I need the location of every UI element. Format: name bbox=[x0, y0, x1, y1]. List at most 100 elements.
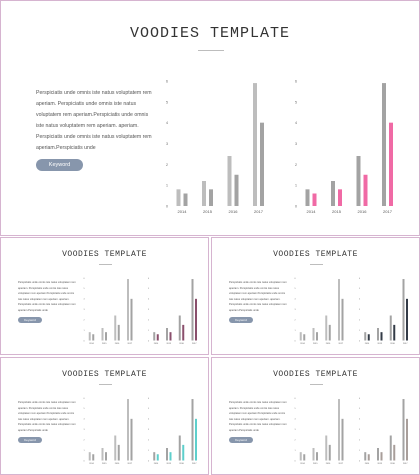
bar-2014-series-1 bbox=[88, 452, 91, 461]
bar-2016-series-1 bbox=[178, 435, 181, 461]
x-tick-label: 2014 bbox=[300, 463, 305, 465]
slide-title: VOODIES TEMPLATE bbox=[129, 25, 291, 42]
bar-chart-2: 0 1 2 3 4 5 6 2014 2015 2016 2017 bbox=[148, 278, 197, 345]
thumbnail-slide-1[interactable]: VOODIES TEMPLATE Perspiciatis unde omnis… bbox=[0, 237, 209, 355]
y-tick-label: 4 bbox=[294, 299, 296, 301]
bar-2015-series-2 bbox=[380, 452, 383, 461]
x-tick-label: 2015 bbox=[378, 463, 383, 465]
x-tick-label: 2016 bbox=[115, 343, 120, 345]
y-tick-label: 2 bbox=[148, 319, 150, 321]
x-tick-label: 2014 bbox=[89, 343, 94, 345]
bar-2017-series-2 bbox=[260, 122, 264, 206]
y-tick-label: 5 bbox=[294, 408, 296, 410]
thumbnail-slide-3[interactable]: VOODIES TEMPLATE Perspiciatis unde omnis… bbox=[0, 357, 209, 475]
y-tick-label: 0 bbox=[83, 460, 85, 462]
bar-charts: 0 1 2 3 4 5 6 2014 2015 2016 2017 0 1 2 3 4 5 6 2014 2015 20… bbox=[294, 278, 408, 345]
x-tick-label: 2016 bbox=[179, 343, 184, 345]
y-tick-label: 0 bbox=[148, 460, 150, 462]
x-tick-label: 2014 bbox=[300, 343, 305, 345]
bar-2016-series-1 bbox=[114, 435, 117, 461]
bar-2014-series-2 bbox=[303, 454, 306, 461]
x-tick-label: 2015 bbox=[313, 463, 318, 465]
keyword-button[interactable]: Keyword bbox=[18, 437, 42, 443]
bar-2016-series-2 bbox=[363, 174, 368, 206]
bar-2014-series-2 bbox=[183, 193, 188, 206]
y-tick-label: 2 bbox=[359, 319, 361, 321]
body-text: Perspiciatis unde omnis iste natus volup… bbox=[36, 90, 152, 151]
y-tick-label: 3 bbox=[359, 309, 361, 311]
bar-2014-series-1 bbox=[299, 452, 302, 461]
y-tick-label: 0 bbox=[83, 340, 85, 342]
x-tick-label: 2017 bbox=[128, 463, 133, 465]
x-tick-label: 2017 bbox=[254, 209, 264, 214]
bar-2016-series-2 bbox=[328, 324, 331, 341]
y-tick-label: 5 bbox=[295, 99, 298, 104]
y-tick-label: 3 bbox=[83, 309, 85, 311]
bar-chart-1: 0 1 2 3 4 5 6 2014 2015 2016 2017 bbox=[83, 398, 132, 465]
y-tick-label: 6 bbox=[295, 79, 298, 84]
y-tick-label: 3 bbox=[294, 429, 296, 431]
bar-2016-series-1 bbox=[227, 156, 232, 206]
y-tick-label: 5 bbox=[83, 408, 85, 410]
bar-chart-1: 0 1 2 3 4 5 6 2014 2015 2016 2017 bbox=[83, 278, 132, 345]
y-tick-label: 2 bbox=[294, 319, 296, 321]
bar-2015-series-1 bbox=[166, 328, 168, 341]
bar-2016-series-2 bbox=[328, 444, 331, 461]
bar-2017-series-2 bbox=[406, 298, 408, 341]
bar-charts: 0 1 2 3 4 5 6 2014 2015 2016 2017 0 1 2 3 4 5 6 2014 2015 20… bbox=[166, 79, 393, 214]
y-tick-label: 2 bbox=[83, 319, 85, 321]
y-tick-label: 3 bbox=[166, 141, 169, 146]
bar-2017-series-2 bbox=[130, 418, 133, 461]
y-tick-label: 1 bbox=[294, 330, 296, 332]
bar-2017-series-2 bbox=[195, 298, 197, 341]
body-text: Perspiciatis unde omnis iste natus volup… bbox=[229, 281, 287, 312]
body-text: Perspiciatis unde omnis iste natus volup… bbox=[229, 401, 287, 432]
y-tick-label: 0 bbox=[359, 340, 361, 342]
y-tick-label: 0 bbox=[166, 204, 169, 209]
bar-2014-series-2 bbox=[156, 334, 159, 341]
bar-2015-series-1 bbox=[166, 448, 168, 461]
bar-2014-series-2 bbox=[92, 334, 95, 341]
x-tick-label: 2017 bbox=[128, 343, 133, 345]
y-tick-label: 0 bbox=[359, 460, 361, 462]
keyword-button[interactable]: Keyword bbox=[18, 317, 42, 323]
y-tick-label: 5 bbox=[294, 288, 296, 290]
bar-2015-series-2 bbox=[169, 452, 172, 461]
x-tick-label: 2015 bbox=[167, 463, 172, 465]
bar-2017-series-1 bbox=[402, 399, 405, 461]
y-tick-label: 4 bbox=[148, 299, 150, 301]
y-tick-label: 2 bbox=[294, 439, 296, 441]
x-tick-label: 2017 bbox=[403, 463, 408, 465]
main-slide[interactable]: VOODIES TEMPLATE Perspiciatis unde omnis… bbox=[0, 0, 420, 236]
y-tick-label: 5 bbox=[359, 408, 361, 410]
bar-2014-series-1 bbox=[153, 452, 156, 461]
y-tick-label: 6 bbox=[359, 278, 361, 280]
y-tick-label: 6 bbox=[83, 398, 85, 400]
bar-2014-series-1 bbox=[364, 332, 367, 341]
bar-2015-series-2 bbox=[169, 332, 172, 341]
x-tick-label: 2017 bbox=[192, 463, 197, 465]
x-tick-label: 2017 bbox=[383, 209, 393, 214]
keyword-button[interactable]: Keyword bbox=[229, 437, 253, 443]
bar-2015-series-1 bbox=[202, 181, 206, 206]
bar-chart-1: 0 1 2 3 4 5 6 2014 2015 2016 2017 bbox=[294, 398, 343, 465]
bar-2016-series-1 bbox=[356, 156, 361, 206]
y-tick-label: 2 bbox=[83, 439, 85, 441]
y-tick-label: 1 bbox=[294, 450, 296, 452]
y-tick-label: 1 bbox=[359, 330, 361, 332]
x-tick-label: 2014 bbox=[178, 209, 188, 214]
bar-2015-series-1 bbox=[101, 328, 104, 341]
y-tick-label: 3 bbox=[83, 429, 85, 431]
keyword-button[interactable]: Keyword bbox=[229, 317, 253, 323]
bar-2017-series-2 bbox=[130, 298, 133, 341]
thumbnail-slide-4[interactable]: VOODIES TEMPLATE Perspiciatis unde omnis… bbox=[211, 357, 420, 475]
bar-2017-series-2 bbox=[341, 298, 344, 341]
bar-2017-series-1 bbox=[402, 279, 405, 341]
title-divider bbox=[198, 50, 224, 51]
x-tick-label: 2017 bbox=[403, 343, 408, 345]
keyword-button[interactable]: Keyword bbox=[36, 159, 83, 171]
bar-2014-series-2 bbox=[367, 334, 370, 341]
bar-2015-series-1 bbox=[312, 328, 315, 341]
thumbnail-slide-2[interactable]: VOODIES TEMPLATE Perspiciatis unde omnis… bbox=[211, 237, 420, 355]
bar-2015-series-2 bbox=[105, 332, 107, 341]
